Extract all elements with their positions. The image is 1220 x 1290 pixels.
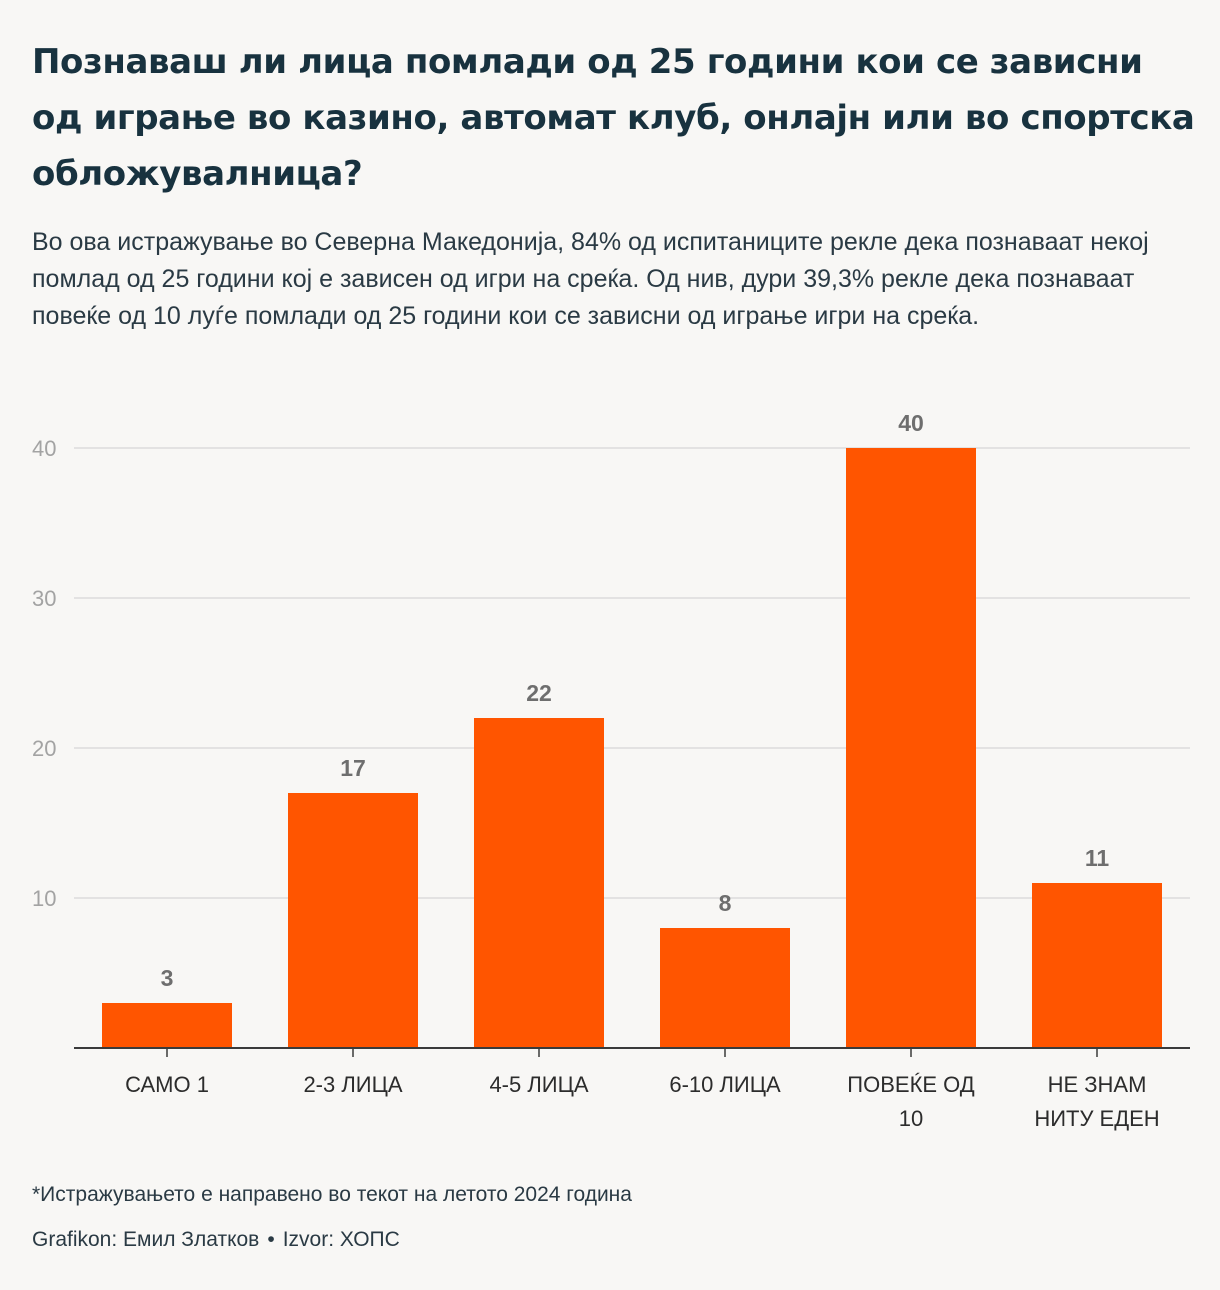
y-tick-label: 10 — [32, 886, 56, 911]
category-label: 2-3 ЛИЦА — [303, 1072, 402, 1097]
bar — [660, 928, 790, 1048]
y-tick-label: 40 — [32, 436, 56, 461]
value-label: 40 — [898, 410, 924, 436]
value-label: 22 — [526, 680, 552, 706]
y-tick-label: 30 — [32, 586, 56, 611]
source-credit: Izvor: ХОПС — [282, 1228, 400, 1251]
chart-subtitle: Во ова истражување во Северна Македонија… — [32, 228, 1149, 330]
x-axis — [74, 1047, 1190, 1057]
bar — [474, 718, 604, 1048]
y-tick-label: 20 — [32, 736, 56, 761]
category-label: ПОВЕЌЕ ОД 10 — [847, 1072, 975, 1131]
bar — [846, 448, 976, 1048]
category-label: 4-5 ЛИЦА — [489, 1072, 588, 1097]
category-label: 6-10 ЛИЦА — [669, 1072, 781, 1097]
gridlines: 10 20 30 40 — [32, 436, 1190, 911]
chart-title: Познаваш ли лица помлади од 25 години ко… — [32, 42, 1195, 194]
credit-separator: • — [267, 1228, 275, 1251]
value-label: 3 — [161, 965, 174, 991]
graph-credit: Grafikon: Емил Златков — [32, 1228, 260, 1251]
category-label: НЕ ЗНАМ НИТУ ЕДЕН — [1034, 1072, 1159, 1131]
value-label: 11 — [1085, 845, 1110, 871]
value-label: 8 — [719, 890, 732, 916]
bar — [102, 1003, 232, 1048]
credits: Grafikon: Емил Златков • Izvor: ХОПС — [32, 1228, 400, 1252]
category-label: САМО 1 — [125, 1072, 209, 1097]
footnote: *Истражувањето е направено во текот на л… — [32, 1183, 632, 1206]
bar — [1032, 883, 1162, 1048]
bar — [288, 793, 418, 1048]
bar-chart: 10 20 30 40 3 САМО 1 17 2-3 ЛИЦА 22 4-5 ЛИЦА 8 6-1… — [32, 410, 1190, 1131]
labels: 3 САМО 1 17 2-3 ЛИЦА 22 4-5 ЛИЦА 8 6-10 ЛИЦА 40 П… — [125, 410, 1160, 1131]
value-label: 17 — [340, 755, 366, 781]
bars — [102, 448, 1162, 1048]
